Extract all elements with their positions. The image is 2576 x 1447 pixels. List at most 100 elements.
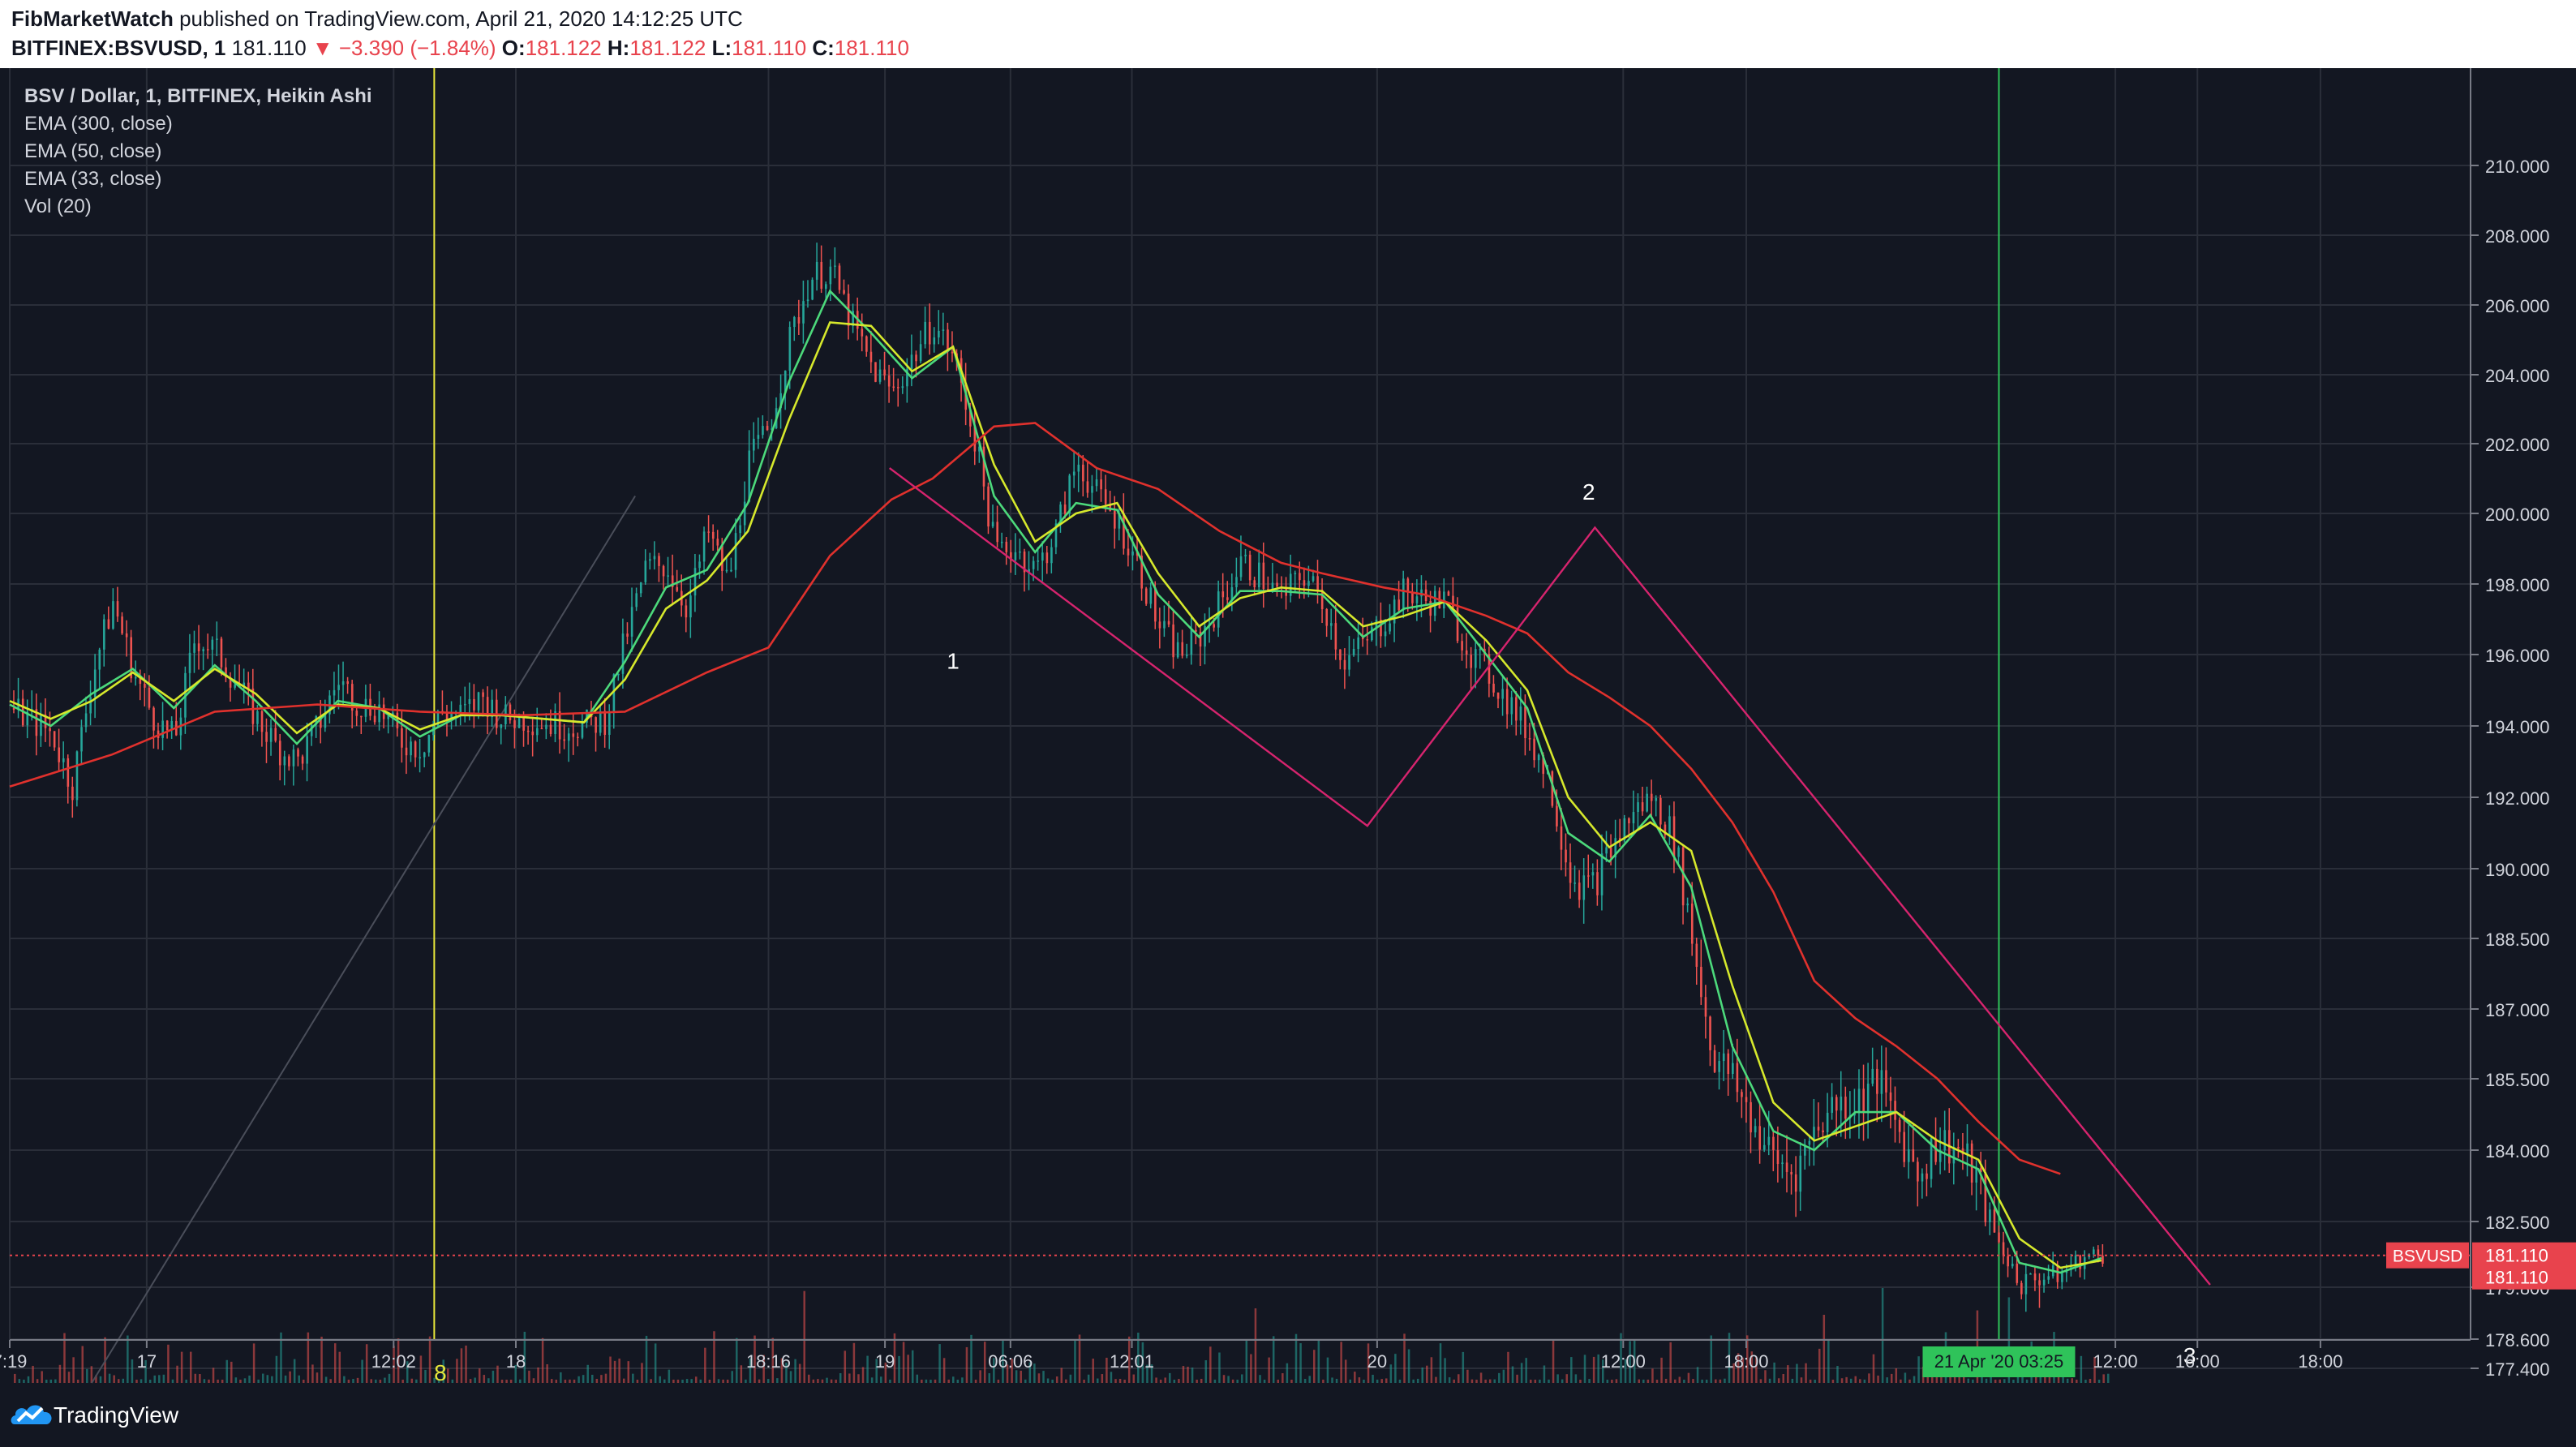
candle-body — [513, 720, 516, 728]
open-value: 181.122 — [525, 36, 602, 60]
candle-body — [1271, 582, 1274, 590]
candle-body — [2029, 1273, 2032, 1275]
candle-body — [1104, 489, 1107, 505]
volume-bar — [1286, 1363, 1289, 1383]
volume-bar — [1268, 1357, 1270, 1383]
candle-body — [1790, 1171, 1792, 1174]
candle-body — [1443, 591, 1445, 609]
candle-body — [2079, 1255, 2081, 1269]
candle-body — [630, 607, 633, 637]
candle-body — [202, 649, 205, 651]
ema-line-2[interactable] — [9, 321, 2102, 1269]
candle-body — [1659, 797, 1662, 825]
candle-body — [2102, 1256, 2104, 1265]
plot-area[interactable] — [10, 68, 2471, 1340]
candle-body — [1750, 1101, 1752, 1133]
wave-label-8: 8 — [434, 1360, 447, 1385]
symbol-tag[interactable] — [2386, 1242, 2469, 1269]
price-chart[interactable]: 1 2 3 8 210.000 208.000 206.000 204.000 202.000 2… — [0, 68, 2576, 1389]
volume-bar — [1642, 1379, 1645, 1383]
volume-bar — [519, 1379, 522, 1383]
author-name[interactable]: FibMarketWatch — [11, 6, 174, 31]
volume-bar — [650, 1379, 652, 1383]
ema-line-3[interactable] — [9, 422, 2061, 1175]
candle-body — [278, 741, 281, 766]
candle-body — [130, 637, 133, 679]
candle-body — [612, 674, 616, 713]
candle-body — [1785, 1162, 1788, 1172]
volume-bar — [1358, 1377, 1361, 1383]
candle-body — [1524, 706, 1526, 739]
volume-bar — [1967, 1378, 1970, 1383]
candle-body — [671, 575, 674, 587]
candle-body — [1930, 1138, 1933, 1179]
candle-body — [468, 698, 471, 704]
volume-bar — [1110, 1372, 1113, 1383]
volume-bar — [1453, 1379, 1455, 1383]
volume-bar — [1282, 1373, 1284, 1383]
price-tag[interactable] — [2472, 1242, 2576, 1269]
volume-bar — [1277, 1379, 1280, 1383]
trend-line[interactable] — [91, 495, 636, 1384]
candle-body — [378, 704, 380, 723]
candle-body — [951, 351, 954, 354]
volume-bar — [794, 1359, 796, 1383]
legend-item[interactable]: Vol (20) — [24, 195, 92, 217]
legend-item[interactable]: EMA (50, close) — [24, 140, 161, 162]
legend-item[interactable]: EMA (300, close) — [24, 113, 173, 135]
candle-body — [1380, 620, 1382, 637]
volume-bar — [1146, 1364, 1148, 1383]
time-tick-label: 17 — [137, 1351, 157, 1372]
volume-bar — [1597, 1354, 1599, 1383]
volume-bar — [1335, 1378, 1338, 1383]
volume-bar — [95, 1375, 97, 1383]
volume-bar — [1439, 1343, 1442, 1383]
volume-bar — [979, 1370, 981, 1383]
volume-bar — [1908, 1379, 1911, 1383]
volume-bar — [830, 1379, 833, 1383]
volume-bar — [1340, 1342, 1342, 1383]
volume-bar — [388, 1373, 391, 1383]
candle-body — [1912, 1149, 1915, 1162]
price-tick-label: 208.000 — [2485, 226, 2550, 247]
last-price: 181.110 — [231, 36, 307, 60]
volume-bar — [731, 1371, 733, 1383]
candle-body — [586, 709, 588, 723]
legend-item[interactable]: EMA (33, close) — [24, 168, 161, 190]
volume-bar — [1462, 1351, 1465, 1383]
price-tick-label: 185.500 — [2485, 1070, 2550, 1090]
time-marker-tag[interactable] — [1922, 1346, 2076, 1377]
volume-bar — [347, 1379, 350, 1383]
candle-body — [1185, 655, 1188, 656]
candle-body — [621, 633, 625, 674]
volume-bar — [717, 1379, 720, 1383]
wave-drawing[interactable] — [888, 467, 2211, 1286]
candle-body — [2097, 1249, 2100, 1256]
volume-bar — [1222, 1375, 1226, 1383]
price-tick-label: 184.000 — [2485, 1141, 2550, 1161]
candle-body — [1154, 587, 1157, 622]
candle-body — [2033, 1273, 2037, 1281]
volume-bar — [261, 1373, 264, 1383]
volume-bar — [1534, 1379, 1537, 1383]
volume-bar — [1958, 1375, 1960, 1383]
published-text: published on TradingView.com, April 21, … — [179, 6, 743, 31]
candle-body — [928, 321, 931, 345]
volume-bar — [645, 1335, 648, 1383]
legend-item[interactable]: BSV / Dollar, 1, BITFINEX, Heikin Ashi — [24, 85, 372, 107]
volume-bar — [1182, 1366, 1185, 1383]
volume-bar — [1488, 1379, 1492, 1383]
candle-body — [743, 501, 746, 526]
volume-bar — [537, 1367, 539, 1383]
volume-bar — [569, 1379, 571, 1383]
volume-bar — [1083, 1379, 1085, 1383]
candle-body — [1907, 1149, 1910, 1162]
candle-body — [58, 747, 61, 762]
candle-body — [938, 330, 940, 338]
volume-bar — [284, 1375, 287, 1383]
tradingview-logo-icon[interactable] — [10, 1397, 55, 1432]
volume-bar — [320, 1336, 323, 1383]
volume-bar — [1466, 1369, 1469, 1383]
candle-body — [1366, 639, 1369, 641]
candle-body — [2038, 1280, 2041, 1286]
